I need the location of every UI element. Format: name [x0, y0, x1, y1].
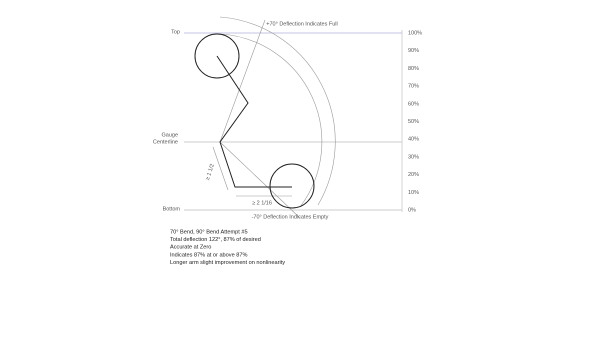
note-line: Longer arm slight improvement on nonline… — [170, 260, 285, 266]
scale-label: 100% — [408, 30, 422, 36]
dimension-line — [212, 146, 229, 191]
bottom-float — [269, 163, 315, 209]
scale-label: 80% — [408, 66, 419, 72]
arm-length-label: ≥ 2 1/16 — [252, 200, 272, 206]
scale-label: 10% — [408, 190, 419, 196]
note-line: Total deflection 122°, 87% of desired — [170, 237, 261, 243]
note-line: 70° Bend, 90° Bend Attempt #5 — [170, 229, 248, 235]
top-label: Top — [171, 29, 180, 35]
scale-label: 40% — [408, 137, 419, 143]
top-float — [194, 33, 240, 79]
scale-label: 0% — [408, 207, 416, 213]
full-pointer — [219, 19, 266, 143]
scale-label: 90% — [408, 48, 419, 54]
empty-pointer — [219, 141, 301, 219]
arm — [216, 55, 292, 188]
scale-label: 50% — [408, 119, 419, 125]
linkage — [194, 33, 315, 209]
scale-labels: 100% 90% 80% 70% 60% 50% 40% 30% 20% 10% 0% — [408, 30, 422, 213]
outer-arc — [219, 16, 336, 206]
notes: 70° Bend, 90° Bend Attempt #5 Total defle… — [170, 229, 285, 265]
bottom-label: Bottom — [163, 206, 181, 212]
scale-label: 70% — [408, 84, 419, 90]
scale-label: 20% — [408, 172, 419, 178]
note-line: Indicates 87% at or above 87% — [170, 252, 247, 258]
scale-label: 30% — [408, 154, 419, 160]
scale-label: 60% — [408, 101, 419, 107]
inner-arc — [219, 33, 323, 208]
centerline-label: Centerline — [153, 139, 178, 145]
full-annotation: +70° Deflection Indicates Full — [266, 21, 337, 27]
arm-offset-label: ≥ 1 1/2 — [205, 163, 216, 181]
centerline-label: Gauge — [161, 132, 178, 138]
empty-annotation: -70° Deflection Indicates Empty — [252, 214, 329, 220]
note-line: Accurate at Zero — [170, 245, 211, 251]
